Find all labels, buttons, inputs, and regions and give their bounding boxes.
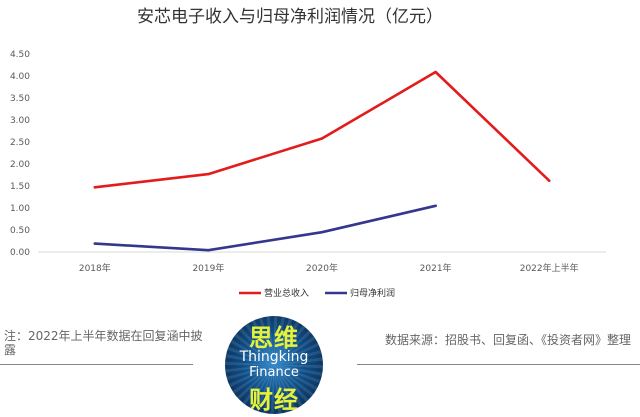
axis-layer: 0.00 0.50 1.00 1.50 2.00 2.50 3.00 3.50 4.00 4.50… bbox=[10, 50, 606, 274]
divider-right bbox=[357, 364, 640, 365]
y-tick-label: 0.50 bbox=[10, 226, 30, 236]
y-tick-label: 1.00 bbox=[10, 204, 30, 214]
divider-left bbox=[0, 364, 193, 365]
y-tick-label: 4.00 bbox=[10, 72, 30, 82]
data-point bbox=[320, 137, 324, 140]
logo-text-line1: 思维 bbox=[249, 324, 299, 352]
y-tick-label: 1.50 bbox=[10, 182, 30, 192]
logo-text-line2: Thingking bbox=[239, 349, 309, 365]
x-tick-label: 2022年上半年 bbox=[520, 262, 579, 274]
y-tick-label: 2.00 bbox=[10, 160, 30, 170]
data-source-note: 数据来源：招股书、回复函、《投资者网》整理 bbox=[385, 333, 632, 347]
x-tick-label: 2021年 bbox=[420, 262, 452, 274]
data-point bbox=[93, 242, 97, 245]
y-tick-label: 2.50 bbox=[10, 138, 30, 148]
logo-text-line4: 财经 bbox=[249, 386, 299, 414]
line-chart: 安芯电子收入与归母净利润情况（亿元） 0.00 0.50 1.00 1.50 2.00 2… bbox=[10, 7, 606, 299]
series-layer bbox=[93, 70, 551, 252]
thinking-finance-logo: 思维 Thingking Finance 财经 bbox=[225, 316, 323, 414]
legend: 营业总收入 归母净利润 bbox=[239, 287, 395, 299]
logo-rays bbox=[225, 316, 323, 414]
footnote: 注：2022年上半年数据在回复涵中披露 bbox=[4, 329, 203, 357]
y-tick-label: 4.50 bbox=[10, 50, 30, 60]
x-tick-label: 2020年 bbox=[306, 262, 338, 274]
x-tick-label: 2019年 bbox=[192, 262, 224, 274]
y-tick-label: 3.00 bbox=[10, 116, 30, 126]
logo-text-line3: Finance bbox=[249, 365, 299, 380]
chart-title: 安芯电子收入与归母净利润情况（亿元） bbox=[137, 7, 443, 27]
data-point bbox=[207, 172, 210, 176]
data-point bbox=[434, 204, 437, 207]
data-point bbox=[434, 70, 437, 74]
y-tick-label: 0.00 bbox=[10, 248, 30, 258]
data-point bbox=[548, 179, 551, 182]
legend-label: 归母净利润 bbox=[350, 287, 395, 299]
series-line-0 bbox=[93, 70, 551, 189]
x-tick-label: 2018年 bbox=[79, 262, 111, 274]
data-point bbox=[320, 231, 324, 234]
legend-label: 营业总收入 bbox=[264, 287, 309, 299]
series-line-1 bbox=[93, 204, 437, 252]
data-point bbox=[207, 249, 210, 252]
data-point bbox=[93, 186, 97, 189]
y-tick-label: 3.50 bbox=[10, 94, 30, 104]
